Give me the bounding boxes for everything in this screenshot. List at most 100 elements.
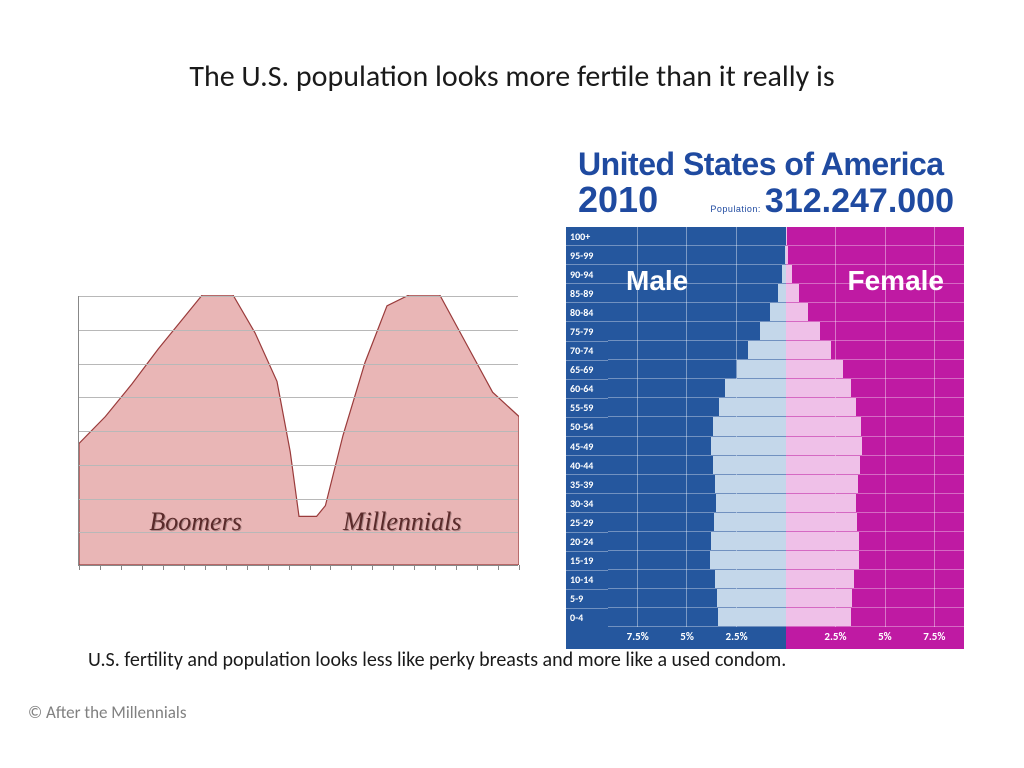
pyramid-male-bar <box>748 341 786 359</box>
pyramid-row <box>786 227 964 246</box>
left-gridline <box>79 397 518 398</box>
pyramid-male-bar <box>714 513 786 531</box>
pyramid-population-label: Population: <box>710 204 761 214</box>
left-gridline <box>79 499 518 500</box>
left-xtick <box>393 565 394 570</box>
pyramid-male-bar <box>717 589 786 607</box>
left-xtick <box>121 565 122 570</box>
pyramid-row <box>608 379 786 398</box>
left-plot-area: Boomers Millennials <box>78 296 518 566</box>
pyramid-age-label: 40-44 <box>566 456 608 475</box>
pyramid-male-bar <box>737 360 786 378</box>
pyramid-row <box>608 475 786 494</box>
pyramid-female-bar <box>786 379 851 397</box>
pyramid-female-bar <box>786 284 799 302</box>
left-xtick <box>310 565 311 570</box>
left-xtick <box>519 565 520 570</box>
pyramid-age-labels: 100+95-9990-9485-8980-8475-7970-7465-696… <box>566 227 608 627</box>
pyramid-female-bar <box>786 360 843 378</box>
pyramid-age-label: 65-69 <box>566 361 608 380</box>
pyramid-female-bar <box>786 417 861 435</box>
left-xtick <box>226 565 227 570</box>
pyramid-row <box>608 608 786 627</box>
left-xtick <box>330 565 331 570</box>
pyramid-row <box>608 303 786 322</box>
left-chart-label: Millennials <box>343 507 461 537</box>
pyramid-age-label: 100+ <box>566 227 608 246</box>
infographic-page: The U.S. population looks more fertile t… <box>0 0 1024 768</box>
left-gridline <box>79 431 518 432</box>
pyramid-row <box>608 341 786 360</box>
pyramid-xaxis-female: 2.5%5%7.5% <box>786 627 964 649</box>
page-subtitle: U.S. fertility and population looks less… <box>88 648 958 672</box>
pyramid-row <box>786 246 964 265</box>
pyramid-male-bar <box>715 570 786 588</box>
pyramid-age-label: 25-29 <box>566 513 608 532</box>
pyramid-male-bar <box>711 437 786 455</box>
pyramid-row <box>786 494 964 513</box>
pyramid-row <box>786 475 964 494</box>
pyramid-male-bar <box>711 532 786 550</box>
pyramid-male-panel: Male <box>608 227 786 627</box>
pyramid-xtick-label: 5% <box>878 630 892 643</box>
pyramid-male-bar <box>713 417 786 435</box>
pyramid-country: United States of America <box>578 146 954 183</box>
pyramid-age-label: 95-99 <box>566 246 608 265</box>
pyramid-row <box>786 303 964 322</box>
pyramid-row <box>786 608 964 627</box>
pyramid-row <box>608 417 786 436</box>
pyramid-male-bar <box>713 456 786 474</box>
left-xtick <box>289 565 290 570</box>
pyramid-row <box>608 494 786 513</box>
pyramid-row <box>786 360 964 379</box>
pyramid-row <box>608 513 786 532</box>
pyramid-age-label: 55-59 <box>566 399 608 418</box>
pyramid-row <box>608 246 786 265</box>
pyramid-female-bar <box>786 513 857 531</box>
pyramid-row <box>608 551 786 570</box>
left-xtick <box>414 565 415 570</box>
pyramid-female-bar <box>786 341 831 359</box>
pyramid-age-label: 60-64 <box>566 380 608 399</box>
left-xtick <box>435 565 436 570</box>
left-gridline <box>79 296 518 297</box>
pyramid-age-label: 90-94 <box>566 265 608 284</box>
pyramid-row <box>786 570 964 589</box>
pyramid-row <box>786 589 964 608</box>
pyramid-female-bar <box>786 246 788 264</box>
page-title: The U.S. population looks more fertile t… <box>0 58 1024 95</box>
pyramid-age-label: 10-14 <box>566 571 608 590</box>
pyramid-row <box>786 456 964 475</box>
pyramid-xtick-label: 7.5% <box>627 630 649 643</box>
left-area-chart: Boomers Millennials <box>60 296 520 586</box>
pyramid-male-bar <box>718 608 786 626</box>
pyramid-male-bar <box>716 494 786 512</box>
pyramid-row <box>786 532 964 551</box>
pyramid-row <box>786 322 964 341</box>
pyramid-header: United States of America 2010 Population… <box>566 140 964 225</box>
pyramid-age-label: 35-39 <box>566 475 608 494</box>
pyramid-male-bar <box>778 284 786 302</box>
pyramid-row <box>608 227 786 246</box>
pyramid-female-bar <box>786 494 856 512</box>
left-xtick <box>372 565 373 570</box>
left-xtick <box>247 565 248 570</box>
pyramid-age-label: 80-84 <box>566 303 608 322</box>
pyramid-female-panel: Female <box>786 227 964 627</box>
left-xtick <box>498 565 499 570</box>
pyramid-row <box>786 398 964 417</box>
pyramid-male-bar <box>715 475 786 493</box>
left-chart-label: Boomers <box>149 507 241 537</box>
pyramid-row <box>608 437 786 456</box>
pyramid-female-bar <box>786 227 787 245</box>
pyramid-x-axis: 2.5%5%7.5% 2.5%5%7.5% <box>566 627 964 649</box>
pyramid-xtick-label: 7.5% <box>923 630 945 643</box>
pyramid-male-bar <box>760 322 786 340</box>
pyramid-male-bar <box>770 303 786 321</box>
copyright-text: © After the Millennials <box>28 702 186 723</box>
pyramid-body: 100+95-9990-9485-8980-8475-7970-7465-696… <box>566 227 964 627</box>
left-gridline <box>79 330 518 331</box>
pyramid-age-label: 30-34 <box>566 494 608 513</box>
pyramid-age-label: 75-79 <box>566 322 608 341</box>
pyramid-female-bar <box>786 570 854 588</box>
